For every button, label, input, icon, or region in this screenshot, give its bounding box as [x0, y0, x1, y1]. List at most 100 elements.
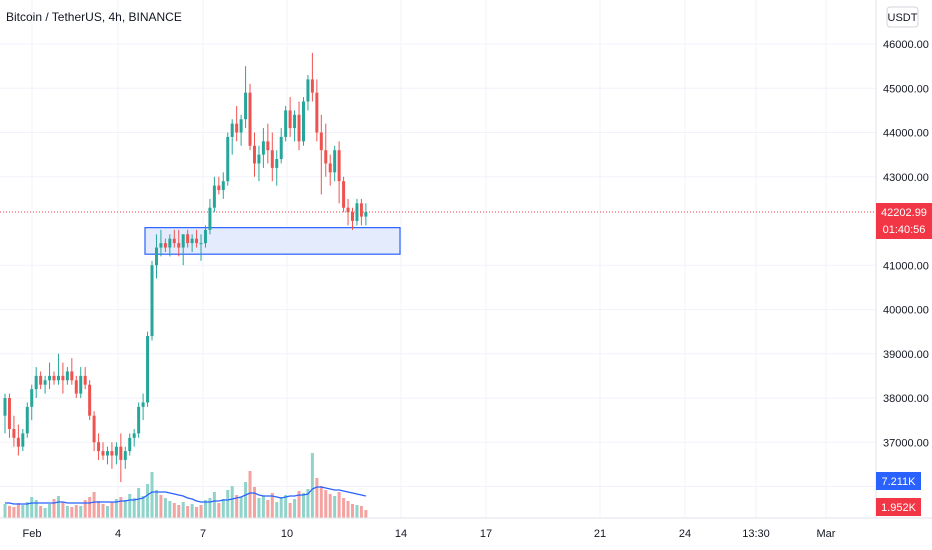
candle-body: [168, 238, 172, 248]
candle-body: [65, 371, 69, 381]
candle-body: [324, 150, 328, 164]
volume-bar: [324, 490, 328, 518]
candle-body: [350, 212, 354, 221]
volume-bar: [154, 490, 158, 518]
candle-body: [146, 336, 150, 403]
volume-bar: [315, 478, 319, 518]
candle-body: [333, 150, 337, 173]
candle-body: [25, 406, 29, 434]
volume-bar: [195, 507, 199, 518]
candle-body: [56, 375, 60, 381]
volume-bar: [48, 504, 52, 518]
volume-bar: [297, 491, 301, 518]
volume-bar: [97, 501, 101, 518]
candle-body: [101, 451, 105, 456]
volume-bar: [230, 486, 234, 518]
volume-bar: [252, 487, 256, 518]
candle-body: [7, 398, 11, 429]
candle-body: [346, 207, 350, 213]
time-tick-label: 14: [395, 528, 407, 540]
candle-body: [186, 234, 190, 244]
candle-body: [12, 428, 16, 438]
candle-body: [141, 402, 145, 407]
candle-body: [270, 150, 274, 168]
candle-body: [137, 406, 141, 434]
candle-body: [39, 375, 43, 385]
candle-body: [293, 114, 297, 129]
volume-bar: [181, 502, 185, 518]
volume-bar: [70, 507, 74, 518]
volume-bar: [337, 492, 341, 518]
candle-body: [163, 243, 167, 248]
candle-body: [261, 141, 265, 155]
volume-value: 1.952K: [881, 502, 917, 514]
price-axis-labels[interactable]: 46000.00 45000.00 44000.00 43000.00 41000.00…: [883, 39, 929, 449]
candle-body: [319, 132, 323, 151]
candle-body: [88, 384, 92, 416]
volume-bar: [190, 504, 194, 518]
time-tick-label: 24: [679, 528, 691, 540]
time-tick-label: 7: [200, 528, 206, 540]
volume-bar: [235, 495, 239, 518]
volume-bar: [350, 504, 354, 518]
candles: [3, 52, 368, 483]
candle-body: [154, 247, 158, 266]
volume-bar: [146, 484, 150, 518]
candle-body: [257, 154, 261, 164]
volume-bar: [261, 496, 265, 518]
currency-button[interactable]: USDT: [886, 6, 919, 28]
volume-tag: 1.952K: [876, 498, 921, 516]
candle-body: [83, 375, 87, 385]
volume-bar: [163, 498, 167, 518]
candle-body: [70, 371, 74, 381]
time-tick-label: 21: [594, 528, 606, 540]
candle-body: [230, 123, 234, 137]
volume-bar: [208, 498, 212, 518]
candle-body: [128, 437, 132, 452]
price-tick-label: 44000.00: [883, 128, 929, 140]
volume-bar: [172, 503, 176, 518]
time-tick-label: 17: [480, 528, 492, 540]
candle-body: [132, 433, 136, 438]
candle-body: [52, 375, 56, 381]
volume-bar: [217, 503, 221, 518]
candle-body: [181, 234, 185, 248]
volume-bar: [101, 504, 105, 518]
candle-body: [252, 145, 256, 164]
volume-bar: [266, 500, 270, 518]
volume-bar: [293, 499, 297, 518]
candle-body: [172, 238, 176, 244]
currency-label: USDT: [888, 12, 918, 24]
candle-body: [235, 123, 239, 133]
candle-body: [150, 265, 154, 337]
price-tick-label: 39000.00: [883, 349, 929, 361]
volume-bar: [203, 500, 207, 518]
candle-body: [159, 243, 163, 248]
volume-bar: [244, 482, 248, 518]
candle-body: [359, 203, 363, 217]
time-tick-label: Feb: [23, 528, 42, 540]
volume-bar: [61, 502, 65, 518]
candle-body: [288, 110, 292, 129]
candle-body: [221, 181, 225, 191]
time-axis-labels[interactable]: Feb 4 7 10 14 17 21 24 13:30 Mar: [23, 528, 836, 540]
volume-bar: [168, 501, 172, 518]
volume-bar: [239, 497, 243, 518]
candle-body: [199, 243, 203, 245]
candle-body: [239, 119, 243, 133]
volume-bar: [39, 506, 43, 518]
volume-bar: [88, 497, 92, 518]
volume-bar: [52, 499, 56, 518]
candle-body: [306, 79, 310, 102]
volume-bar: [328, 494, 332, 518]
price-tick-label: 38000.00: [883, 393, 929, 405]
last-price-tag: 42202.99 01:40:56: [876, 203, 932, 239]
volume-bar: [279, 497, 283, 518]
volume-bar: [105, 506, 109, 518]
candle-body: [177, 243, 181, 248]
volume-bar: [221, 499, 225, 518]
candle-body: [279, 136, 283, 160]
